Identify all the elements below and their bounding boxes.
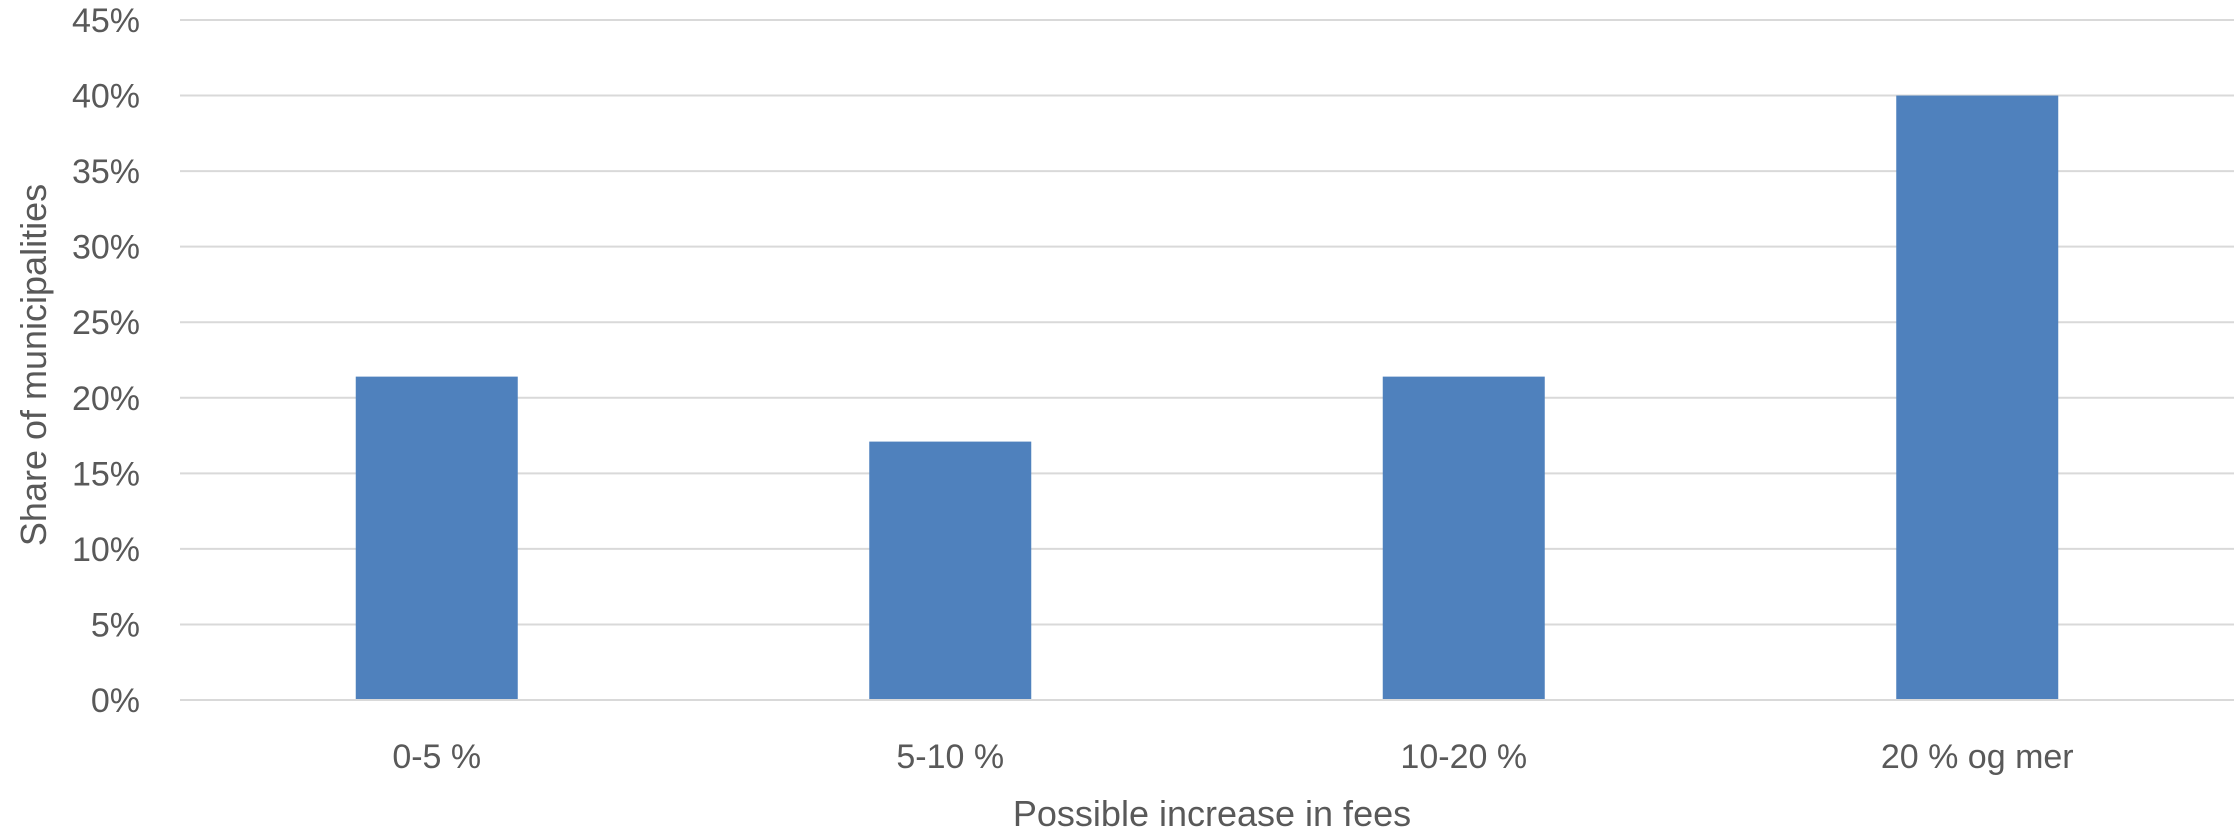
x-tick-label: 10-20 % (1400, 738, 1527, 776)
y-tick-label: 20% (72, 380, 140, 418)
bar-1 (355, 376, 518, 700)
x-tick-label: 0-5 % (392, 738, 481, 776)
bar-2 (869, 441, 1032, 700)
y-axis-title: Share of municipalities (13, 184, 54, 546)
bar-3 (1382, 376, 1545, 700)
y-tick-label: 25% (72, 304, 140, 342)
y-tick-label: 30% (72, 229, 140, 267)
bar-4 (1896, 95, 2059, 701)
y-tick-label: 40% (72, 78, 140, 116)
bars (355, 95, 2059, 701)
x-axis-title: Possible increase in fees (1013, 793, 1411, 832)
x-tick-label: 5-10 % (896, 738, 1004, 776)
y-tick-label: 5% (91, 606, 140, 644)
y-tick-label: 35% (72, 153, 140, 191)
x-axis-tick-labels: 0-5 % 5-10 % 10-20 % 20 % og mer (392, 738, 2073, 776)
x-tick-label: 20 % og mer (1881, 738, 2074, 776)
y-tick-label: 0% (91, 682, 140, 720)
y-tick-label: 15% (72, 455, 140, 493)
y-axis-tick-labels: 0% 5% 10% 15% 20% 25% 30% 35% 40% 45% (72, 2, 140, 720)
gridlines (180, 19, 2234, 626)
y-tick-label: 10% (72, 531, 140, 569)
y-tick-label: 45% (72, 2, 140, 40)
